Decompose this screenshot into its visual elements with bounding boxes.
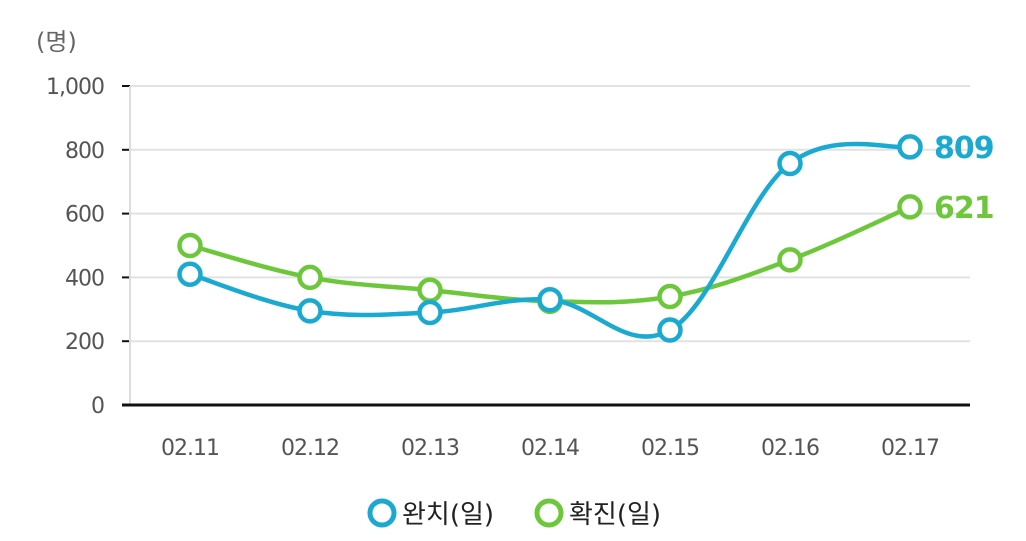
- grid-lines: [130, 85, 970, 343]
- y-tick-label: 1,000: [46, 75, 104, 100]
- end-value-label: 809: [934, 131, 994, 166]
- legend-label: 확진(일): [569, 500, 661, 530]
- legend-label: 완치(일): [402, 500, 494, 530]
- x-tick-label: 02.17: [881, 436, 939, 461]
- series-layer: 621 809: [177, 131, 995, 343]
- x-tick-label: 02.12: [281, 436, 339, 461]
- data-point: [657, 317, 683, 343]
- end-value-label: 621: [934, 191, 994, 226]
- legend-marker: [367, 498, 397, 528]
- data-point: [177, 261, 203, 287]
- series-confirmed: 621: [177, 191, 995, 315]
- y-tick-label: 0: [91, 394, 104, 419]
- legend: 완치(일) 확진(일): [367, 498, 661, 530]
- axes: [122, 86, 970, 407]
- data-point: [417, 277, 443, 303]
- y-axis-unit-label: (명): [36, 28, 77, 56]
- x-tick-label: 02.16: [761, 436, 819, 461]
- data-point: [657, 283, 683, 310]
- x-axis-ticks: 02.11 02.12 02.13 02.14 02.15 02.16 02.17: [161, 436, 940, 461]
- y-axis-ticks: 0 200 400 600 800 1,000: [46, 75, 130, 419]
- data-point: [537, 286, 563, 313]
- data-point: [897, 194, 923, 220]
- data-point: [177, 232, 203, 259]
- y-tick-label: 400: [65, 266, 104, 291]
- legend-item-recovered: 완치(일): [367, 498, 494, 530]
- data-point: [897, 134, 923, 160]
- x-tick-label: 02.15: [641, 436, 699, 461]
- y-tick-label: 600: [65, 203, 104, 228]
- x-tick-label: 02.13: [401, 436, 459, 461]
- legend-marker: [534, 498, 564, 528]
- data-point: [297, 264, 323, 291]
- legend-item-confirmed: 확진(일): [534, 498, 661, 530]
- data-point: [777, 150, 803, 177]
- series-recovered: 809: [177, 131, 995, 343]
- y-tick-label: 800: [65, 139, 104, 164]
- data-point: [777, 247, 803, 273]
- y-tick-label: 200: [65, 330, 104, 355]
- data-point: [297, 298, 323, 324]
- x-tick-label: 02.14: [521, 436, 579, 461]
- data-point: [417, 299, 443, 326]
- x-tick-label: 02.11: [161, 436, 219, 461]
